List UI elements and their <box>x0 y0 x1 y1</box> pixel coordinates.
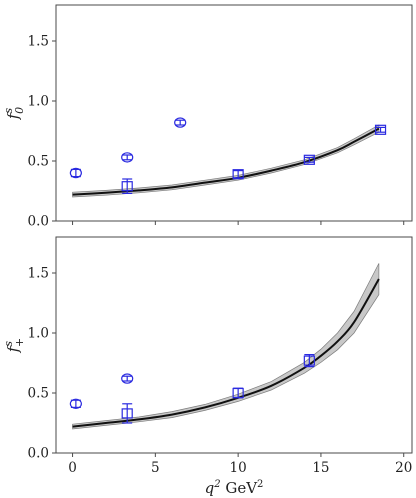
data-point-circle <box>121 152 134 163</box>
circle-marker <box>174 117 187 128</box>
data-point-square <box>303 154 315 165</box>
data-point-circle <box>121 373 134 384</box>
data-point-square <box>303 355 315 366</box>
fit-curve <box>72 278 380 428</box>
x-tick-label: 15 <box>312 460 329 476</box>
data-point-square <box>121 181 133 192</box>
square-marker <box>303 354 315 368</box>
panel-2: 0.0 0.5 1.0 1.5 0 5 10 15 20 fs+ q2 GeV2 <box>2 236 413 497</box>
panel-1: 0.0 0.5 1.0 1.5 fs0 <box>2 4 413 230</box>
x-tick-label: 5 <box>151 460 160 476</box>
plot-frame <box>55 4 413 222</box>
circle-marker <box>121 152 134 163</box>
y-tick-label: 0.5 <box>28 386 49 402</box>
y-tick-label: 0.5 <box>28 154 49 170</box>
y-tick-label: 1.0 <box>28 326 49 342</box>
plot-frame <box>55 236 413 454</box>
data-point-circle <box>69 167 82 179</box>
square-marker <box>303 154 315 165</box>
y-tick-label: 1.0 <box>28 94 49 110</box>
square-marker <box>121 403 133 424</box>
data-point-circle <box>174 117 187 128</box>
square-marker <box>121 178 133 194</box>
y-tick-label: 0.0 <box>28 214 49 230</box>
plot-area <box>69 263 380 430</box>
circle-marker <box>69 398 82 409</box>
y-tick-label: 1.5 <box>28 266 49 282</box>
square-marker <box>232 169 244 180</box>
square-marker <box>374 124 387 135</box>
x-tick-label: 10 <box>230 460 247 476</box>
y-axis-label: fs0 <box>2 107 26 120</box>
y-tick-label: 1.5 <box>28 34 49 50</box>
data-point-square <box>374 124 387 135</box>
square-marker <box>232 387 244 399</box>
y-axis-label: fs+ <box>2 338 26 353</box>
data-point-square <box>232 387 244 399</box>
circle-marker <box>69 167 82 179</box>
x-axis-label: q2 GeV2 <box>205 479 264 497</box>
data-point-square <box>232 169 244 180</box>
fit-curve <box>72 127 380 196</box>
y-tick-label: 0.0 <box>28 446 49 462</box>
plot-area <box>69 117 387 198</box>
circle-marker <box>121 373 134 384</box>
x-tick-label: 20 <box>395 460 412 476</box>
data-point-circle <box>69 398 82 409</box>
fit-error-band <box>72 124 380 198</box>
x-tick-label: 0 <box>68 460 77 476</box>
data-point-square <box>121 408 133 419</box>
fit-error-band <box>72 263 380 430</box>
